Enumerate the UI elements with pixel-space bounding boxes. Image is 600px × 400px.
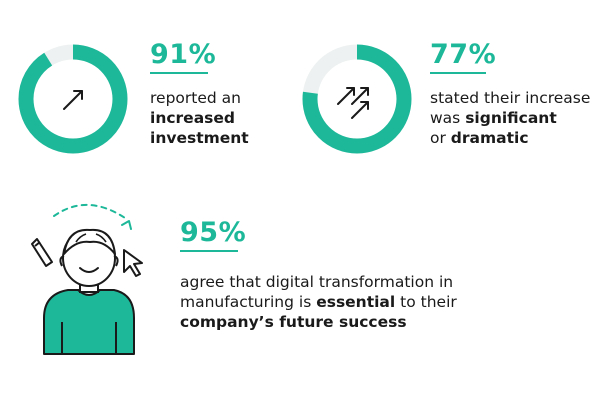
description-text: stated their increase [430, 89, 591, 107]
description-line: investment [150, 128, 249, 148]
cursor-icon [123, 249, 143, 277]
description-line: increased [150, 108, 249, 128]
donut-slice [18, 44, 128, 154]
description-text: manufacturing is [180, 293, 317, 311]
donut-slice [302, 44, 412, 154]
stat-description: stated their increase was significant or d… [430, 88, 590, 148]
description-line: reported an [150, 88, 249, 108]
description-emphasis: investment [150, 129, 249, 147]
double-arrow-up-right-icon [337, 87, 369, 119]
description-text: agree that digital transformation in [180, 273, 454, 291]
stat-description: reported an increased investment [150, 88, 249, 148]
percent-underline [430, 72, 486, 74]
description-emphasis: increased [150, 109, 235, 127]
description-line: stated their increase [430, 88, 590, 108]
donut-chart-2 [302, 44, 412, 154]
description-emphasis: essential [316, 293, 396, 311]
description-emphasis: company’s future success [180, 313, 407, 331]
description-text: was [430, 109, 466, 127]
description-text: reported an [150, 89, 241, 107]
pencil-icon [31, 238, 53, 267]
description-line: agree that digital transformation in [180, 272, 457, 292]
description-line: or dramatic [430, 128, 590, 148]
stat-percent: 77% [430, 39, 497, 70]
description-line: manufacturing is essential to their [180, 292, 457, 312]
person-illustration-icon [31, 204, 143, 355]
description-emphasis: significant [465, 109, 557, 127]
stat-percent: 95% [180, 217, 247, 248]
stat-percent: 91% [150, 39, 217, 70]
donut-chart-1 [18, 44, 128, 154]
percent-underline [180, 250, 238, 252]
percent-underline [150, 72, 208, 74]
arrow-up-right-icon [63, 90, 83, 110]
description-text: to their [395, 293, 457, 311]
description-emphasis: dramatic [450, 129, 529, 147]
description-line: company’s future success [180, 312, 457, 332]
description-text: or [430, 129, 451, 147]
stat-description: agree that digital transformation in manu… [180, 272, 457, 332]
description-line: was significant [430, 108, 590, 128]
